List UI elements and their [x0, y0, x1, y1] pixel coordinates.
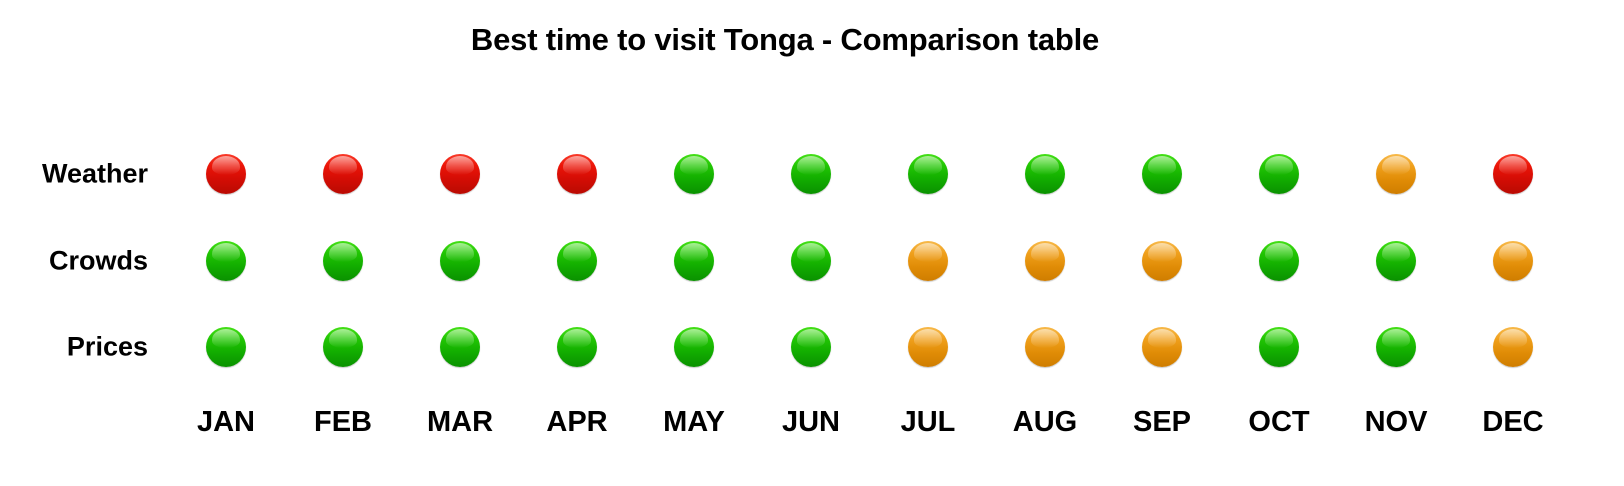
month-label-jul: JUL	[900, 406, 956, 438]
month-label-apr: APR	[546, 406, 608, 438]
month-axis: JAN FEB MAR APR MAY JUN JUL AUG SEP OCT NOV DEC	[0, 408, 1624, 448]
rating-dot-crowds-dec	[1493, 241, 1533, 281]
rating-dot-prices-feb	[323, 327, 363, 367]
rating-dot-weather-jul	[908, 154, 948, 194]
month-label-nov: NOV	[1364, 406, 1428, 438]
rating-dot-weather-jun	[791, 154, 831, 194]
rating-dot-prices-oct	[1259, 327, 1299, 367]
row-label-prices: Prices	[66, 331, 148, 362]
rating-dot-prices-jul	[908, 327, 948, 367]
month-label-mar: MAR	[426, 406, 494, 438]
row-label-weather: Weather	[41, 158, 148, 189]
rating-dot-prices-may	[674, 327, 714, 367]
rating-dot-prices-aug	[1025, 327, 1065, 367]
month-label-dec: DEC	[1482, 406, 1544, 438]
rating-dot-weather-sep	[1142, 154, 1182, 194]
rating-dot-weather-oct	[1259, 154, 1299, 194]
rating-dot-crowds-may	[674, 241, 714, 281]
table-row: Prices	[0, 325, 1624, 369]
rating-dot-prices-mar	[440, 327, 480, 367]
rating-dot-crowds-sep	[1142, 241, 1182, 281]
rating-dot-crowds-jul	[908, 241, 948, 281]
rating-dot-prices-nov	[1376, 327, 1416, 367]
rating-dot-crowds-mar	[440, 241, 480, 281]
rating-dot-weather-jan	[206, 154, 246, 194]
month-label-sep: SEP	[1132, 406, 1192, 438]
rating-dot-crowds-oct	[1259, 241, 1299, 281]
rating-dot-crowds-aug	[1025, 241, 1065, 281]
rating-dot-prices-jan	[206, 327, 246, 367]
rating-dot-crowds-nov	[1376, 241, 1416, 281]
month-label-aug: AUG	[1012, 406, 1078, 438]
month-label-feb: FEB	[314, 406, 372, 438]
table-row: Crowds	[0, 239, 1624, 283]
rating-dot-weather-nov	[1376, 154, 1416, 194]
rating-dot-crowds-jan	[206, 241, 246, 281]
month-label-jun: JUN	[781, 406, 840, 438]
rating-dot-crowds-jun	[791, 241, 831, 281]
rating-dot-weather-dec	[1493, 154, 1533, 194]
rating-dot-weather-mar	[440, 154, 480, 194]
rating-dot-weather-apr	[557, 154, 597, 194]
table-row: Weather	[0, 152, 1624, 196]
month-label-oct: OCT	[1248, 406, 1310, 438]
rating-dot-weather-may	[674, 154, 714, 194]
rating-dot-weather-feb	[323, 154, 363, 194]
rating-dot-crowds-apr	[557, 241, 597, 281]
month-label-may: MAY	[663, 406, 725, 438]
month-label-jan: JAN	[196, 406, 255, 438]
rating-dot-prices-dec	[1493, 327, 1533, 367]
rating-dot-crowds-feb	[323, 241, 363, 281]
rating-dot-prices-jun	[791, 327, 831, 367]
rating-dot-prices-apr	[557, 327, 597, 367]
row-label-crowds: Crowds	[48, 245, 148, 276]
rating-dot-prices-sep	[1142, 327, 1182, 367]
page-title: Best time to visit Tonga - Comparison ta…	[470, 22, 1100, 57]
rating-dot-weather-aug	[1025, 154, 1065, 194]
